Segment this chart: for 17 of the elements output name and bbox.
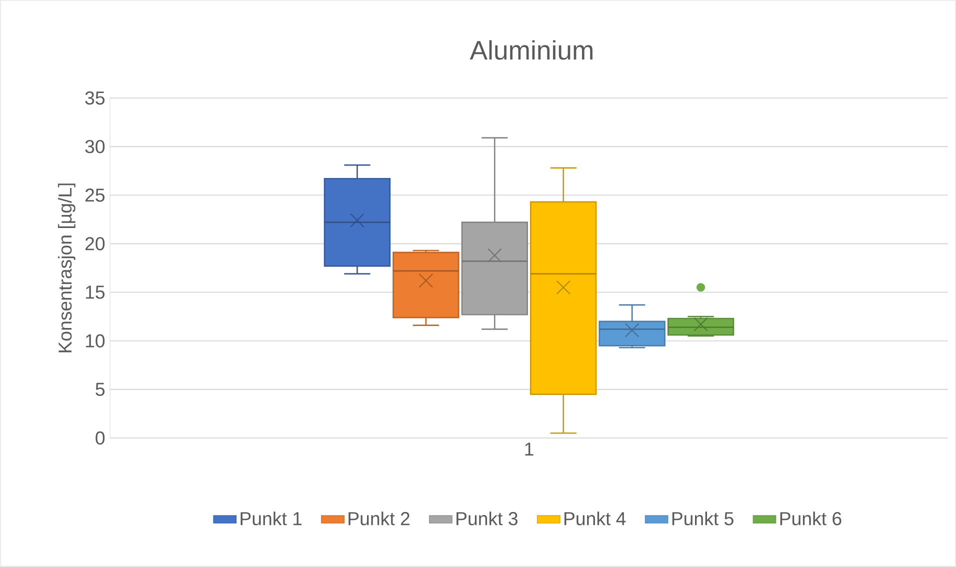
legend-label: Punkt 2 xyxy=(348,512,410,526)
legend-label: Punkt 4 xyxy=(564,512,626,526)
legend-label: Punkt 1 xyxy=(240,512,302,526)
legend-label: Punkt 6 xyxy=(780,512,842,526)
legend-label: Punkt 3 xyxy=(456,512,518,526)
y-axis-title: Konsentrasjon [µg/L] xyxy=(58,184,76,352)
y-tick-label: 25 xyxy=(85,188,105,202)
y-tick-label: 15 xyxy=(86,286,105,299)
y-tick-label: 20 xyxy=(85,237,105,250)
y-tick-label: 30 xyxy=(85,140,105,154)
y-tick-label: 0 xyxy=(96,431,105,445)
legend-label: Punkt 5 xyxy=(672,512,734,526)
x-tick-label: 1 xyxy=(525,442,534,456)
y-tick-label: 5 xyxy=(96,382,105,396)
y-tick-label: 10 xyxy=(86,334,105,348)
chart-title: Aluminium xyxy=(470,40,592,60)
y-tick-label: 35 xyxy=(85,91,105,105)
